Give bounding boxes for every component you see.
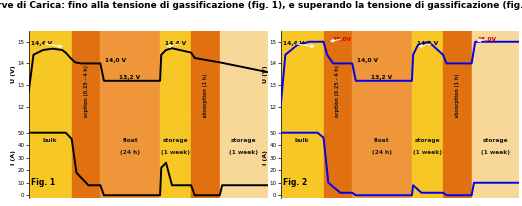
Bar <box>29 31 72 118</box>
Text: Curve di Carica: fino alla tensione di gassificazione (fig. 1), e superando la t: Curve di Carica: fino alla tensione di g… <box>0 1 522 10</box>
Text: absorption (0.25 - 4 h): absorption (0.25 - 4 h) <box>84 65 89 127</box>
Bar <box>352 31 412 118</box>
Bar <box>100 31 160 118</box>
Y-axis label: I (A): I (A) <box>11 150 16 165</box>
Text: 14,4 V: 14,4 V <box>283 41 304 46</box>
Bar <box>160 31 191 118</box>
Text: 14,0 V: 14,0 V <box>357 58 378 63</box>
Bar <box>443 118 472 198</box>
Y-axis label: U (V): U (V) <box>263 66 268 83</box>
Text: storage: storage <box>483 138 508 143</box>
Text: 15,0V: 15,0V <box>332 37 351 42</box>
Bar <box>191 31 220 118</box>
Text: absorption (1 h): absorption (1 h) <box>455 74 460 118</box>
Text: Fig. 2: Fig. 2 <box>283 178 307 187</box>
Text: storage: storage <box>414 138 440 143</box>
Bar <box>220 31 267 118</box>
Text: (1 week): (1 week) <box>481 150 510 155</box>
Text: 15,0V: 15,0V <box>478 37 496 42</box>
Bar <box>324 118 352 198</box>
Text: (24 h): (24 h) <box>372 150 392 155</box>
Bar <box>412 31 443 118</box>
Bar <box>412 118 443 198</box>
Text: float: float <box>374 138 390 143</box>
Text: storage: storage <box>231 138 256 143</box>
Bar <box>220 118 267 198</box>
Text: (24 h): (24 h) <box>120 150 140 155</box>
Bar <box>72 31 100 118</box>
Text: 14,4 V: 14,4 V <box>417 41 438 46</box>
Bar <box>443 31 472 118</box>
Bar <box>472 118 519 198</box>
Text: float: float <box>122 138 138 143</box>
Bar <box>352 118 412 198</box>
Text: 14,4 V: 14,4 V <box>31 41 52 46</box>
Text: 14,4 V: 14,4 V <box>165 41 186 46</box>
Text: bulk: bulk <box>295 138 310 143</box>
Bar <box>29 118 72 198</box>
Bar <box>281 31 324 118</box>
Text: 14,0 V: 14,0 V <box>105 58 126 63</box>
Text: (1 week): (1 week) <box>229 150 258 155</box>
Text: 13,2 V: 13,2 V <box>120 75 140 80</box>
Bar <box>191 118 220 198</box>
Text: absorption (1 h): absorption (1 h) <box>203 74 208 118</box>
Bar <box>100 118 160 198</box>
Text: 13,2 V: 13,2 V <box>371 75 393 80</box>
Bar <box>160 118 191 198</box>
Text: absorption (0.25 - 4 h): absorption (0.25 - 4 h) <box>336 65 340 127</box>
Bar <box>472 31 519 118</box>
Bar <box>72 118 100 198</box>
Text: Fig. 1: Fig. 1 <box>31 178 55 187</box>
Text: bulk: bulk <box>43 138 57 143</box>
Text: (1 week): (1 week) <box>161 150 190 155</box>
Y-axis label: I (A): I (A) <box>263 150 268 165</box>
Text: storage: storage <box>163 138 188 143</box>
Bar <box>281 118 324 198</box>
Bar <box>324 31 352 118</box>
Y-axis label: U (V): U (V) <box>11 66 16 83</box>
Text: (1 week): (1 week) <box>413 150 442 155</box>
